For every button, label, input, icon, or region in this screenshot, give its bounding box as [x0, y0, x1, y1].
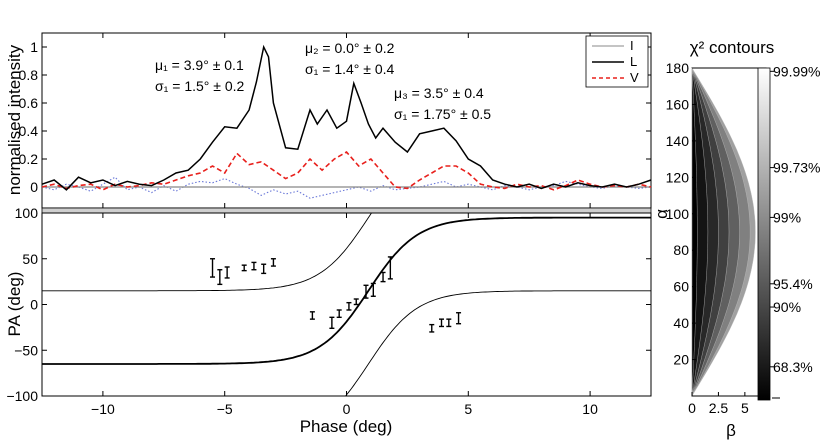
rvm-curve-lower: [345, 290, 651, 396]
colorbar: [757, 67, 771, 401]
chi2-x-label: β: [726, 421, 736, 440]
profile-y-tick-label: 0: [30, 179, 38, 195]
profile-y-tick-label: 0.8: [19, 67, 39, 83]
annotation-1-line-2: σ₁ = 1.5° ± 0.2: [155, 78, 245, 94]
chi2-y-tick-label: 180: [666, 60, 690, 76]
annotation-3-line-1: μ₃ = 3.5° ± 0.4: [394, 85, 484, 101]
annotation-component-3: μ₃ = 3.5° ± 0.4 σ₁ = 1.75° ± 0.5: [394, 85, 491, 122]
chi2-y-tick-label: 140: [666, 133, 690, 149]
chi2-contour-level: [691, 67, 709, 397]
rvm-curves: [42, 213, 651, 396]
rvm-curve-main: [42, 216, 651, 365]
legend-label-v: V: [630, 70, 639, 85]
pa-y-label: PA (deg): [5, 272, 24, 337]
annotation-3-line-2: σ₁ = 1.75° ± 0.5: [394, 106, 491, 122]
profile-series-l: [41, 44, 652, 191]
pa-y-tick-label: −50: [14, 342, 38, 358]
pa-y-tick-label: 50: [22, 251, 38, 267]
colorbar-label: 99%: [773, 209, 801, 225]
annotation-1-line-1: μ₁ = 3.9° ± 0.1: [155, 57, 244, 73]
profile-y-tick-label: 1: [30, 39, 38, 55]
colorbar-label: 68.3%: [773, 359, 813, 375]
chi2-y-tick-label: 100: [666, 206, 690, 222]
profile-y-ticks: 0 0.2 0.4 0.6 0.8 1: [19, 33, 651, 208]
profile-y-tick-label: 0.2: [19, 151, 39, 167]
pa-x-tick-label: 5: [464, 401, 472, 417]
chi2-x-tick-label: 0: [688, 400, 696, 416]
chi2-y-tick-label: 80: [673, 242, 689, 258]
chi2-y-tick-label: 20: [673, 352, 689, 368]
profile-series: [41, 44, 652, 199]
chi2-y-tick-label: 60: [673, 279, 689, 295]
annotation-2-line-2: σ₁ = 1.4° ± 0.4: [305, 61, 395, 77]
pa-x-tick-label: 0: [343, 401, 351, 417]
panel-divider: [41, 207, 652, 214]
profile-y-tick-label: 0.4: [19, 123, 39, 139]
legend-label-l: L: [630, 54, 637, 69]
annotation-2-line-1: μ₂ = 0.0° ± 0.2: [305, 40, 395, 56]
pa-axes-frame: [41, 212, 652, 397]
chi2-panel: χ² contours 20 40 60 80 100 120 140 160 180 0 2.5 5…: [652, 38, 820, 440]
colorbar-label: 95.4%: [773, 276, 813, 292]
chi2-y-tick-label: 120: [666, 169, 690, 185]
rvm-curve-upper: [42, 213, 373, 292]
annotation-component-1: μ₁ = 3.9° ± 0.1 σ₁ = 1.5° ± 0.2: [155, 57, 245, 94]
profile-y-tick-label: 0.6: [19, 95, 39, 111]
chi2-title: χ² contours: [690, 38, 775, 57]
legend: I L V: [585, 35, 649, 88]
pa-y-tick-label: −100: [6, 388, 38, 404]
legend-label-i: I: [630, 38, 634, 53]
pa-x-tick-label: −10: [91, 401, 115, 417]
annotation-component-2: μ₂ = 0.0° ± 0.2 σ₁ = 1.4° ± 0.4: [305, 40, 395, 77]
chi2-contours: [691, 67, 756, 397]
pa-points: [210, 256, 462, 333]
pa-x-tick-label: −5: [217, 401, 233, 417]
profile-y-label: normalised intensity: [5, 44, 24, 195]
chi2-y-tick-label: 160: [666, 96, 690, 112]
profile-panel: 0 0.2 0.4 0.6 0.8 1 normalised intensity μ₁ =…: [5, 32, 652, 209]
pa-x-tick-label: 10: [582, 401, 598, 417]
chi2-y-tick-label: 40: [673, 315, 689, 331]
colorbar-label: 99.99%: [773, 63, 820, 79]
chi2-x-tick-label: 5: [741, 400, 749, 416]
chi2-ticks: 20 40 60 80 100 120 140 160 180 0 2.5 5: [666, 60, 749, 416]
pa-x-label: Phase (deg): [300, 417, 393, 436]
pa-y-tick-label: 100: [15, 205, 39, 221]
chi2-contour-level: [691, 67, 698, 397]
chi2-x-tick-label: 2.5: [709, 400, 729, 416]
colorbar-label: 90%: [773, 299, 801, 315]
colorbar-label: 99.73%: [773, 160, 820, 176]
colorbar-labels: 99.99% 99.73% 99% 95.4% 90% 68.3%: [770, 63, 820, 399]
pa-y-tick-label: 0: [30, 297, 38, 313]
chi2-y-label: α: [652, 209, 671, 219]
